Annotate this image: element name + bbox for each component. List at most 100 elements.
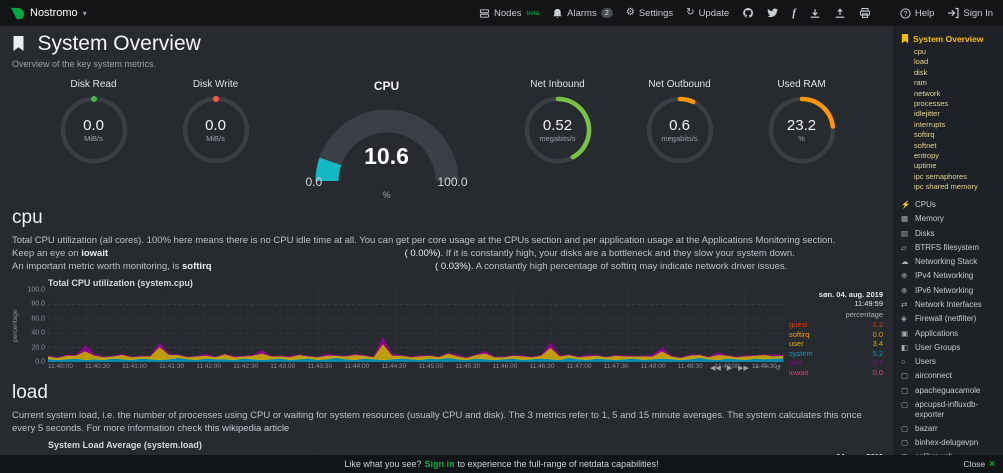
sidebar-item-label: airconnect: [915, 371, 952, 381]
chart-reset-button[interactable]: ↺: [775, 365, 781, 372]
sidebar-item-applications[interactable]: ▣ Applications: [901, 326, 1000, 340]
section-load: load Current system load, i.e. the numbe…: [12, 382, 883, 455]
chart-zoom-in-button[interactable]: +: [754, 364, 760, 371]
alarms-count-badge: 2: [600, 8, 613, 18]
x-tick-label: 11:42:30: [233, 363, 259, 370]
sidebar-subitem-ipc-semaphores[interactable]: ipc semaphores: [914, 171, 967, 181]
sidebar-item-cpus[interactable]: ⚡ CPUs: [901, 198, 1000, 212]
sidebar-item-network-interfaces[interactable]: ⇄ Network Interfaces: [901, 298, 1000, 312]
sidebar-subitem-disk[interactable]: disk: [914, 67, 928, 77]
cube-icon: ▢: [901, 385, 909, 395]
legend-row-nice[interactable]: nice 0.7: [789, 358, 883, 368]
legend-name: softirq: [789, 329, 810, 339]
sidebar-item-system-overview[interactable]: System Overview: [901, 34, 1000, 44]
sidebar-item-bazarr[interactable]: ▢ bazarr: [901, 421, 1000, 435]
legend-value: 0.7: [872, 358, 883, 367]
print-button[interactable]: [859, 7, 871, 19]
gauge-disk-read[interactable]: Disk Read 0.0 MiB/s: [48, 79, 140, 166]
sidebar-item-btrfs-filesystem[interactable]: ▱ BTRFS filesystem: [901, 241, 1000, 255]
sidebar-item-ipv6-networking[interactable]: ⊕ IPv6 Networking: [901, 283, 1000, 297]
legend-value: 1.2: [872, 320, 883, 329]
update-button[interactable]: ↻ Update: [686, 8, 729, 19]
y-tick-label: 60.0: [31, 315, 45, 323]
sidebar-item-apcupsd-influxdb-exporter[interactable]: ▢ apcupsd-influxdb-exporter: [901, 398, 1000, 422]
sidebar-item-ipv4-networking[interactable]: ⊕ IPv4 Networking: [901, 269, 1000, 283]
gauge-net-outbound[interactable]: Net Outbound 0.6 megabits/s: [634, 79, 726, 166]
sidebar-item-label: CPUs: [915, 200, 936, 210]
sidebar-subitem-network[interactable]: network: [914, 88, 941, 98]
alarms-button[interactable]: Alarms 2: [552, 8, 613, 19]
sidebar-item-label: Applications: [915, 328, 959, 338]
legend-date: søn. 04. aug. 2019: [789, 452, 883, 455]
sidebar-subitem-softnet[interactable]: softnet: [914, 140, 937, 150]
import-snapshot-button[interactable]: [834, 7, 846, 19]
sidebar-subitem-entropy[interactable]: entropy: [914, 151, 940, 161]
legend-row-system[interactable]: system 5.2: [789, 349, 883, 359]
sidebar-item-firewall-netfilter[interactable]: ◈ Firewall (netfilter): [901, 312, 1000, 326]
sidebar-item-memory[interactable]: ▦ Memory: [901, 212, 1000, 226]
bell-icon: [553, 8, 562, 18]
sidebar-subitem-cpu[interactable]: cpu: [914, 47, 927, 56]
legend-row-guest[interactable]: guest 1.2: [789, 320, 883, 330]
node-selector[interactable]: Nostromo ▾: [10, 7, 87, 20]
help-button[interactable]: ? Help: [900, 8, 934, 19]
legend-row-iowait[interactable]: iowait 0.0: [789, 368, 883, 378]
sidebar-subitem-processes[interactable]: processes: [914, 99, 949, 109]
cpu-description-2: Keep an eye on iowait( 0.00%). If it is …: [12, 248, 795, 259]
sidebar-subitem-uptime[interactable]: uptime: [914, 161, 937, 171]
chart-play-button[interactable]: ▶: [726, 365, 733, 372]
sidebar-item-apacheguacamole[interactable]: ▢ apacheguacamole: [901, 383, 1000, 397]
legend-row-user[interactable]: user 3.4: [789, 339, 883, 349]
chart-zoom-out-button[interactable]: −: [765, 364, 770, 371]
nodes-button[interactable]: Nodes beta: [479, 8, 539, 19]
twitter-button[interactable]: [767, 7, 779, 19]
sidebar-subitem-interrupts[interactable]: interrupts: [914, 119, 946, 129]
sidebar-subitem-load[interactable]: load: [914, 57, 929, 67]
close-button[interactable]: Close ×: [963, 458, 995, 470]
gauge-unit: %: [382, 190, 391, 200]
cpu-chart: Total CPU utilization (system.cpu) perce…: [12, 278, 883, 377]
x-tick-label: 11:47:30: [603, 363, 629, 370]
legend-name: guest: [789, 320, 808, 329]
signin-button[interactable]: Sign In: [947, 7, 993, 19]
sidebar-item-binhex-delugevpn[interactable]: ▢ binhex-delugevpn: [901, 436, 1000, 450]
sidebar-item-calibreweb[interactable]: ▢ calibreweb: [901, 450, 1000, 455]
sidebar-subitem-softirq[interactable]: softirq: [914, 130, 935, 140]
sidebar-item-user-groups[interactable]: ◧ User Groups: [901, 341, 1000, 355]
cube-icon: ▢: [901, 400, 909, 410]
gauge-value: 10.6: [364, 143, 409, 169]
legend-name: iowait: [789, 367, 809, 377]
sidebar-subitem-ram[interactable]: ram: [914, 78, 927, 88]
facebook-button[interactable]: f: [792, 8, 796, 19]
sidebar-item-label: IPv6 Networking: [915, 285, 974, 295]
sidebar-item-label: Disks: [915, 228, 935, 238]
cpu-chart-plot[interactable]: ◀◀ ▶ ▶▶ + − ↺: [48, 290, 783, 372]
sidebar-item-disks[interactable]: ▤ Disks: [901, 226, 1000, 240]
footer-signin-link[interactable]: Sign in: [424, 459, 455, 469]
wikipedia-link[interactable]: this wikipedia article: [204, 423, 290, 434]
chart-pan-left-button[interactable]: ◀◀: [709, 365, 721, 372]
sidebar-item-airconnect[interactable]: ▢ airconnect: [901, 369, 1000, 383]
sidebar-subitem-ipc-shared-memory[interactable]: ipc shared memory: [914, 182, 978, 192]
x-tick-label: 11:45:00: [418, 363, 444, 370]
legend-row-softirq[interactable]: softirq 0.0: [789, 330, 883, 340]
gauge-disk-write[interactable]: Disk Write 0.0 MiB/s: [170, 79, 262, 166]
y-tick-label: 100.0: [27, 286, 45, 294]
section-heading-load: load: [12, 382, 48, 403]
sidebar-item-networking-stack[interactable]: ☁ Networking Stack: [901, 255, 1000, 269]
gauge-used-ram[interactable]: Used RAM 23.2%: [756, 79, 848, 166]
github-button[interactable]: [742, 7, 754, 19]
x-tick-label: 11:48:30: [677, 363, 703, 370]
chart-pan-right-button[interactable]: ▶▶: [738, 365, 749, 372]
page-subtitle: Overview of the key system metrics.: [12, 59, 157, 69]
gauge-net-inbound[interactable]: Net Inbound 0.52 megabits/s: [512, 79, 604, 166]
globe-icon: ⊕: [901, 285, 908, 295]
sidebar-subitem-idlejitter[interactable]: idlejitter: [914, 109, 940, 119]
sidebar-item-users[interactable]: ○ Users: [901, 355, 1000, 369]
chip-icon: ▦: [901, 214, 909, 224]
cube-icon: ▢: [901, 371, 909, 381]
settings-button[interactable]: ⚙ Settings: [626, 8, 673, 19]
save-snapshot-button[interactable]: [809, 8, 821, 19]
gauge-cpu[interactable]: CPU 10.6 0.0 100.0 %: [292, 79, 482, 200]
gear-icon: ⚙: [625, 7, 635, 18]
